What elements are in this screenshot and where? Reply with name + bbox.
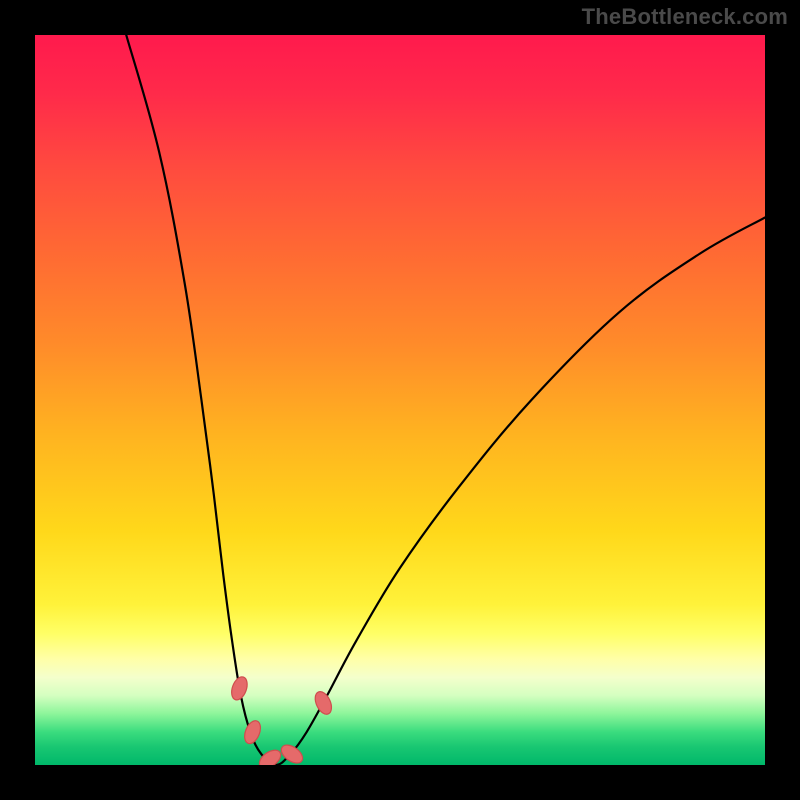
chart-svg (0, 0, 800, 800)
gradient-background (35, 35, 765, 765)
stage: TheBottleneck.com (0, 0, 800, 800)
watermark-label: TheBottleneck.com (582, 4, 788, 30)
